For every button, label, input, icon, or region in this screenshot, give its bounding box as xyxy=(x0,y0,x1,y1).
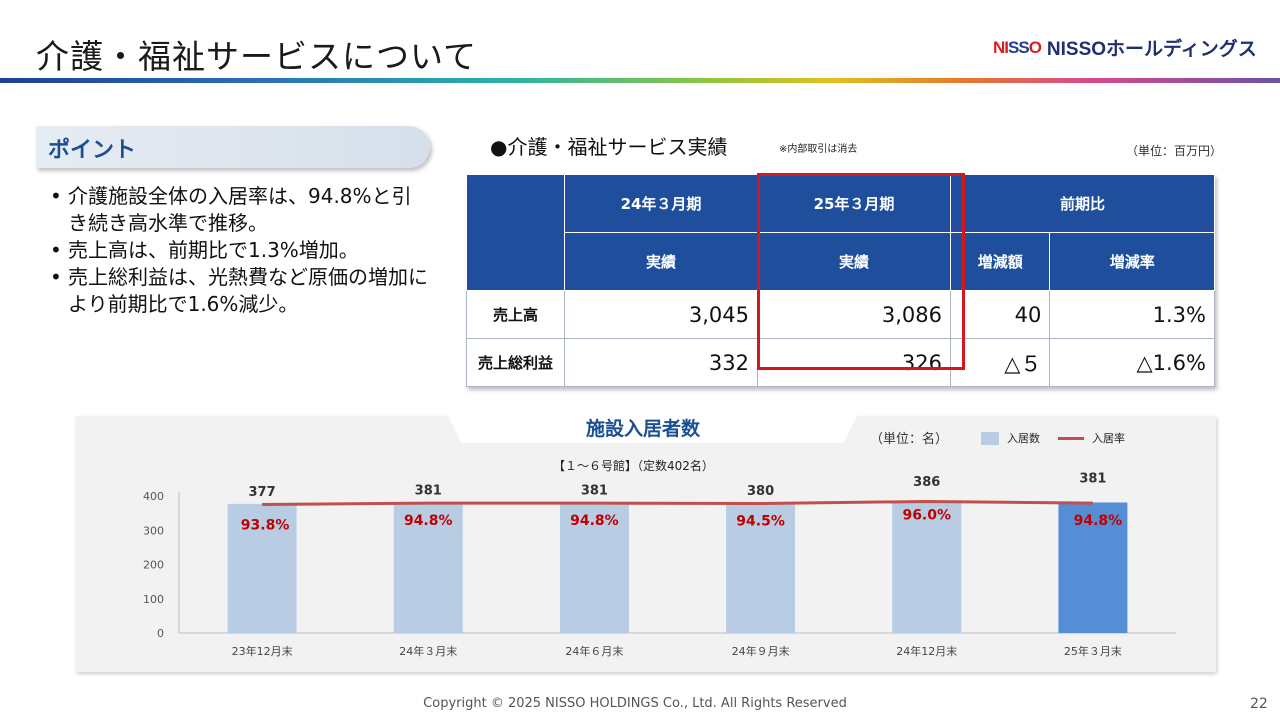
point-heading-box: ポイント xyxy=(36,126,430,168)
x-tick-label: 25年３月末 xyxy=(1064,644,1122,658)
row-label: 売上総利益 xyxy=(466,338,565,387)
company-logo: NISSO NISSOホールディングス xyxy=(993,34,1257,61)
point-bullets: 介護施設全体の入居率は、94.8%と引き続き高水準で推移。 売上高は、前期比で1… xyxy=(50,183,430,318)
x-tick-label: 24年３月末 xyxy=(399,644,457,658)
bullet-item: 売上高は、前期比で1.3%増加。 xyxy=(50,237,430,264)
legend-line-label: 入居率 xyxy=(1092,432,1125,445)
rate-label: 94.8% xyxy=(404,513,453,529)
table-cell: △５ xyxy=(949,338,1051,387)
bar xyxy=(227,503,297,633)
y-tick-label: 300 xyxy=(143,524,164,537)
rate-label: 94.8% xyxy=(570,513,619,529)
table-cell: 326 xyxy=(757,338,951,387)
y-tick-label: 100 xyxy=(143,593,164,606)
bar-value-label: 377 xyxy=(249,485,276,500)
bar xyxy=(726,502,796,633)
bullet-item: 売上総利益は、光熱費など原価の増加により前期比で1.6%減少。 xyxy=(50,264,430,318)
rate-label: 96.0% xyxy=(902,507,951,523)
chart-unit: （単位：名） xyxy=(870,432,949,447)
table-cell: 332 xyxy=(564,338,758,387)
x-tick-label: 24年９月末 xyxy=(732,644,790,658)
legend-bar-swatch xyxy=(981,431,999,445)
copyright: Copyright © 2025 NISSO HOLDINGS Co., Ltd… xyxy=(423,696,847,711)
table-note: ※内部取引は消去 xyxy=(779,144,858,155)
table-cell: △1.6% xyxy=(1049,338,1215,387)
bar xyxy=(393,502,463,633)
page-title: 介護・福祉サービスについて xyxy=(36,37,478,76)
logo-mark: NISSO xyxy=(993,37,1042,57)
chart-title-tab xyxy=(445,410,860,443)
subheader: 実績 xyxy=(564,232,758,291)
table-cell: 40 xyxy=(949,290,1051,339)
x-tick-label: 24年12月末 xyxy=(896,644,957,658)
rate-label: 94.5% xyxy=(736,514,785,530)
y-tick-label: 400 xyxy=(143,490,164,503)
legend-line-swatch xyxy=(1058,436,1084,440)
header-divider xyxy=(0,78,1280,83)
bar xyxy=(892,500,962,633)
bar xyxy=(559,502,629,633)
chart-title: 施設入居者数 xyxy=(586,418,701,440)
header-yoy: 前期比 xyxy=(950,174,1215,233)
table-title: ●介護・福祉サービス実績 xyxy=(490,135,728,159)
logo-text: NISSOホールディングス xyxy=(1046,39,1257,60)
table-cell: 3,086 xyxy=(757,290,951,339)
y-tick-label: 200 xyxy=(143,559,164,572)
header-fy2024: 24年３月期 xyxy=(564,174,758,233)
results-table: 24年３月期 25年３月期 前期比 実績 実績 増減額 増減率 売上高 3,04… xyxy=(466,174,1215,387)
table-row: 売上総利益 332 326 △５ △1.6% xyxy=(466,338,1215,387)
page-number: 22 xyxy=(1250,696,1268,712)
occupancy-rate-line xyxy=(262,499,1093,506)
table-corner xyxy=(466,174,565,291)
bar-value-label: 381 xyxy=(581,484,608,499)
y-tick-label: 0 xyxy=(157,627,164,640)
table-row: 売上高 3,045 3,086 40 1.3% xyxy=(466,290,1215,339)
rate-label: 93.8% xyxy=(241,517,290,533)
subheader: 増減額 xyxy=(949,232,1051,291)
bar-value-label: 380 xyxy=(747,484,774,499)
rate-label: 94.8% xyxy=(1074,513,1123,529)
x-tick-label: 23年12月末 xyxy=(232,644,293,658)
chart-subtitle: 【１～６号館】（定数402名） xyxy=(553,459,714,473)
table-cell: 1.3% xyxy=(1049,290,1215,339)
table-unit: （単位：百万円） xyxy=(1126,144,1223,158)
chart-legend: 入居数 入居率 xyxy=(981,430,1125,446)
bar-value-label: 381 xyxy=(1079,472,1106,487)
point-heading: ポイント xyxy=(48,138,137,163)
subheader: 増減率 xyxy=(1049,232,1215,291)
bar-value-label: 381 xyxy=(415,484,442,499)
legend-bar-label: 入居数 xyxy=(1007,432,1040,445)
header-fy2025: 25年３月期 xyxy=(757,174,951,233)
bar-value-label: 386 xyxy=(913,475,940,490)
bullet-item: 介護施設全体の入居率は、94.8%と引き続き高水準で推移。 xyxy=(50,183,430,237)
x-tick-label: 24年６月末 xyxy=(565,644,623,658)
table-cell: 3,045 xyxy=(564,290,758,339)
bar xyxy=(1058,502,1128,633)
